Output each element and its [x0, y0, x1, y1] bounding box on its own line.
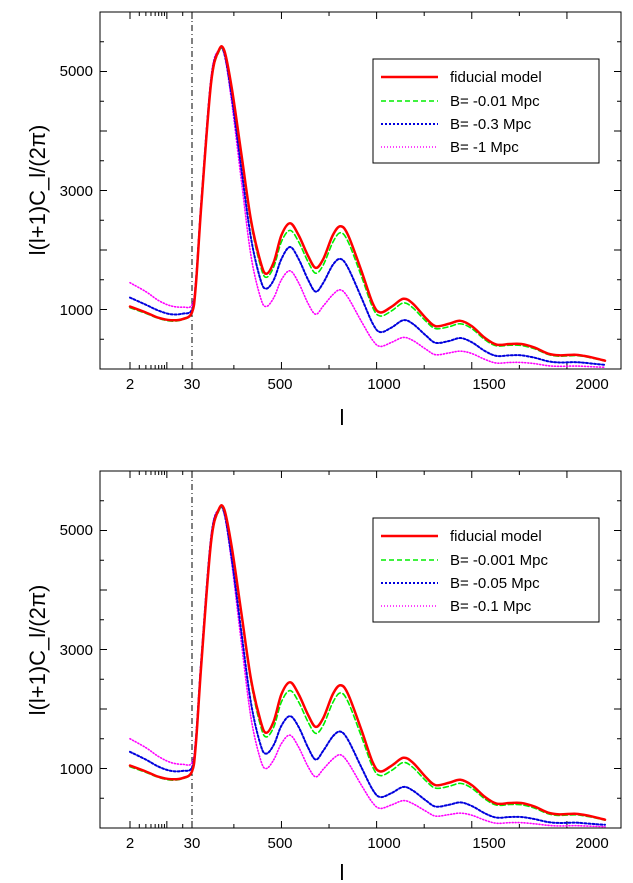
series-layer — [128, 503, 607, 828]
x-tick-label: 1500 — [472, 376, 505, 393]
legend: fiducial model B= -0.001 Mpc B= -0.05 Mp… — [372, 517, 600, 623]
y-tick-label: 1000 — [60, 761, 93, 778]
legend-label: fiducial model — [450, 528, 542, 545]
x-tick-label: 500 — [267, 376, 292, 393]
x-tick-label: 2000 — [575, 835, 608, 852]
x-tick-label: 30 — [184, 376, 201, 393]
legend-label: B= -0.3 Mpc — [450, 116, 532, 133]
legend-label: B= -0.01 Mpc — [450, 93, 540, 110]
x-tick-label: 2 — [126, 376, 134, 393]
series-line — [128, 44, 607, 362]
legend-label: B= -1 Mpc — [450, 139, 519, 156]
y-tick-label: 3000 — [60, 642, 93, 659]
x-axis-title: l — [340, 405, 345, 430]
y-tick-label: 1000 — [60, 302, 93, 319]
y-axis-title: l(l+1)C_l/(2π) — [25, 125, 50, 256]
y-axis-title: l(l+1)C_l/(2π) — [25, 585, 50, 716]
x-tick-label: 500 — [267, 835, 292, 852]
series-layer — [128, 44, 607, 369]
y-axis-ticks — [100, 500, 621, 799]
x-tick-label: 1500 — [472, 835, 505, 852]
legend: fiducial model B= -0.01 Mpc B= -0.3 Mpc … — [372, 58, 600, 164]
chart-panel-top: 1000 3000 5000 2 30 500 1000 1500 2000 l… — [25, 11, 622, 430]
y-tick-label: 3000 — [60, 183, 93, 200]
x-tick-label: 30 — [184, 835, 201, 852]
legend-label: B= -0.1 Mpc — [450, 598, 532, 615]
x-axis-ticks — [129, 12, 568, 369]
chart-panel-bottom: 1000 3000 5000 2 30 500 1000 1500 2000 l… — [25, 470, 622, 883]
y-tick-label: 5000 — [60, 63, 93, 80]
series-line — [128, 503, 607, 821]
legend-label: B= -0.001 Mpc — [450, 552, 548, 569]
x-tick-label: 1000 — [367, 835, 400, 852]
x-axis-title: l — [340, 860, 345, 883]
y-tick-label: 5000 — [60, 522, 93, 539]
y-axis-ticks — [100, 41, 621, 340]
x-tick-label: 2 — [126, 835, 134, 852]
legend-label: B= -0.05 Mpc — [450, 575, 540, 592]
x-tick-label: 2000 — [575, 376, 608, 393]
x-tick-label: 1000 — [367, 376, 400, 393]
legend-label: fiducial model — [450, 69, 542, 86]
